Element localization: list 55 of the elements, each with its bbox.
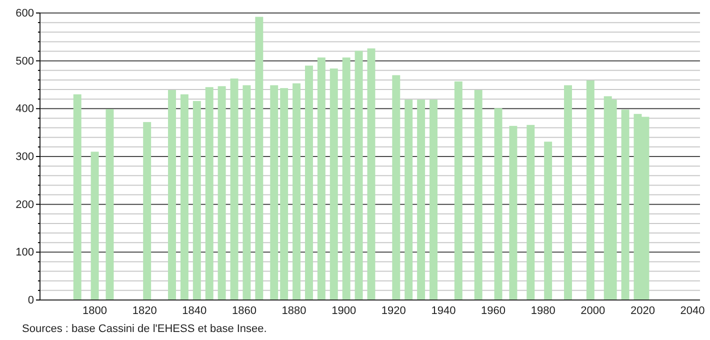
bar — [218, 86, 226, 300]
bar — [392, 75, 400, 300]
bar — [526, 124, 535, 300]
bar — [230, 78, 238, 300]
y-tick-label: 0 — [28, 294, 34, 307]
bar — [292, 83, 301, 300]
bar — [417, 100, 426, 300]
bar — [404, 100, 413, 300]
bar — [544, 142, 552, 300]
y-tick-label: 400 — [16, 103, 34, 116]
bar — [586, 80, 594, 300]
x-tick-label: 1800 — [82, 304, 108, 317]
bar — [304, 66, 313, 300]
bar — [342, 57, 350, 300]
y-tick-label: 600 — [16, 8, 34, 20]
x-tick-label: 2040 — [680, 304, 705, 317]
bar — [330, 68, 338, 300]
y-tick-label: 100 — [16, 246, 34, 259]
bar — [509, 126, 518, 300]
bar — [73, 94, 82, 300]
bar — [280, 88, 288, 300]
y-tick-label: 500 — [16, 55, 34, 68]
x-tick-label: 1980 — [530, 304, 556, 317]
bar — [205, 87, 214, 300]
bar — [90, 152, 99, 300]
bar — [270, 85, 278, 300]
x-tick-label: 2000 — [580, 304, 606, 317]
bar — [564, 85, 572, 300]
y-tick-label: 300 — [16, 151, 34, 164]
bar — [474, 90, 482, 300]
bar — [494, 108, 502, 300]
bar — [106, 109, 114, 300]
x-tick-label: 1860 — [232, 304, 256, 317]
y-tick-label: 200 — [16, 198, 34, 211]
x-tick-label: 1880 — [282, 304, 306, 317]
bar — [180, 94, 188, 300]
bar — [354, 50, 363, 300]
bar — [317, 57, 326, 300]
bar — [367, 48, 376, 300]
bar — [168, 90, 176, 300]
x-tick-label: 1840 — [182, 304, 207, 317]
bar — [430, 100, 438, 300]
bar — [454, 81, 462, 300]
x-tick-label: 1940 — [431, 304, 456, 317]
bar — [255, 16, 264, 300]
bar — [242, 85, 251, 300]
x-tick-label: 2020 — [630, 304, 655, 317]
x-tick-label: 1920 — [381, 304, 406, 317]
bar — [621, 110, 630, 300]
x-tick-label: 1900 — [332, 304, 356, 317]
bar — [192, 101, 201, 300]
source-note: Sources : base Cassini de l'EHESS et base Insee. — [22, 323, 267, 335]
x-tick-label: 1820 — [132, 304, 157, 317]
bar — [143, 122, 152, 300]
x-tick-label: 1960 — [481, 304, 506, 317]
